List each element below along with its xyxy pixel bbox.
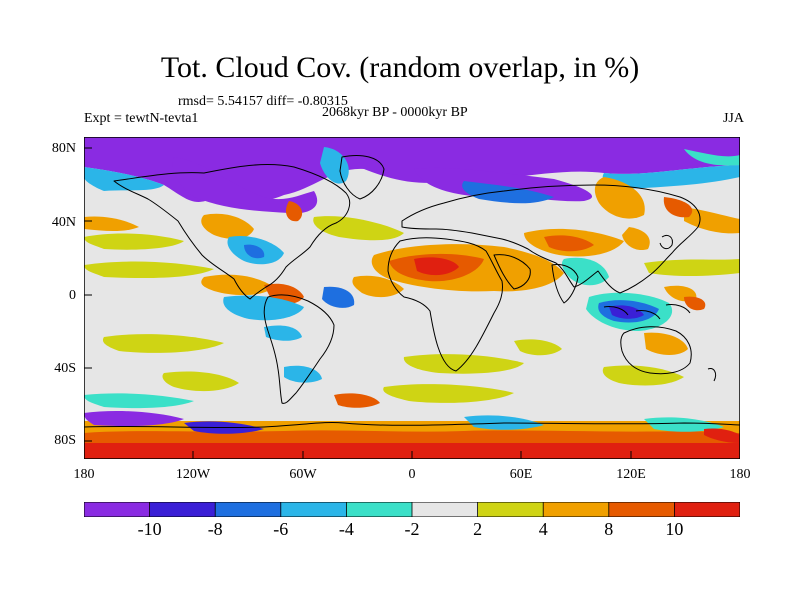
colorbar-label: 10 — [665, 519, 684, 539]
lat-label-40n: 40N — [51, 215, 76, 230]
colorbar-label: -10 — [137, 519, 162, 539]
colorbar-label: 4 — [538, 519, 548, 539]
colorbar-label: -4 — [338, 519, 354, 539]
colorbar-label: 2 — [473, 519, 483, 539]
colorbar-swatch — [84, 502, 151, 517]
anomaly-fields — [84, 137, 740, 459]
map-title: Tot. Cloud Cov. (random overlap, in %) — [160, 51, 640, 84]
lat-label-equator: 0 — [69, 288, 76, 303]
lon-label-60w: 60W — [289, 467, 317, 482]
colorbar-swatches — [84, 502, 740, 517]
colorbar-swatch — [280, 502, 348, 517]
lon-label-60e: 60E — [509, 467, 533, 482]
colorbar-swatch — [214, 502, 282, 517]
stats-text: rmsd= 5.54157 diff= -0.80315 — [178, 94, 348, 109]
lon-label-120e: 120E — [616, 467, 646, 482]
map-ticks — [84, 147, 632, 459]
lat-label-80n: 80N — [51, 141, 76, 156]
colorbar — [84, 502, 740, 517]
colorbar-swatch — [149, 502, 217, 517]
period-label: 2068kyr BP - 0000kyr BP — [322, 105, 468, 120]
lon-label-180w: 180 — [73, 467, 95, 482]
experiment-label: Expt = tewtN-tevta1 — [84, 111, 199, 126]
colorbar-swatch — [608, 502, 676, 517]
lon-label-120w: 120W — [175, 467, 211, 482]
colorbar-label: -8 — [207, 519, 223, 539]
colorbar-swatch — [542, 502, 610, 517]
lon-label-180e: 180 — [729, 467, 751, 482]
lat-label-40s: 40S — [54, 361, 76, 376]
colorbar-swatch — [477, 502, 545, 517]
colorbar-label: -2 — [404, 519, 420, 539]
colorbar-label: 8 — [604, 519, 614, 539]
coastlines — [84, 155, 740, 429]
colorbar-swatch — [411, 502, 479, 517]
cloud-cover-map — [84, 137, 740, 459]
colorbar-label: -6 — [273, 519, 289, 539]
lon-label-0: 0 — [408, 467, 416, 482]
lat-label-80s: 80S — [54, 433, 76, 448]
colorbar-swatch — [674, 502, 740, 517]
colorbar-swatch — [345, 502, 413, 517]
season-label: JJA — [722, 111, 744, 126]
